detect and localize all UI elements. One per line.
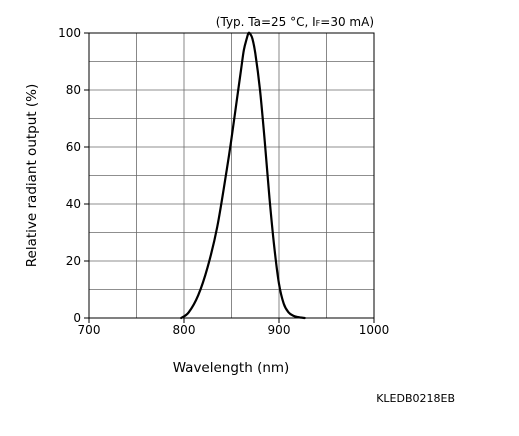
y-tick-label: 40 [66, 197, 81, 211]
y-tick-label: 0 [73, 311, 81, 325]
x-axis-title: Wavelength (nm) [173, 360, 290, 376]
condition-note: (Typ. Ta=25 °C, IF=30 mA) [216, 15, 374, 29]
x-tick-label: 900 [268, 323, 291, 337]
x-tick-label: 800 [173, 323, 196, 337]
y-tick-label: 80 [66, 83, 81, 97]
x-tick-labels: 700 800 900 1000 [78, 323, 390, 337]
plot-frame [88, 32, 375, 319]
x-tick-label: 1000 [359, 323, 390, 337]
y-tick-label: 20 [66, 254, 81, 268]
y-axis-title: Relative radiant output (%) [24, 84, 40, 267]
y-tick-label: 60 [66, 140, 81, 154]
x-tick-label: 700 [78, 323, 101, 337]
axis-ticks [84, 32, 375, 323]
gridlines [89, 33, 374, 318]
y-tick-labels: 0 20 40 60 80 100 [58, 26, 81, 325]
document-code: KLEDB0218EB [376, 392, 455, 405]
series-curve [180, 31, 306, 320]
y-tick-label: 100 [58, 26, 81, 40]
